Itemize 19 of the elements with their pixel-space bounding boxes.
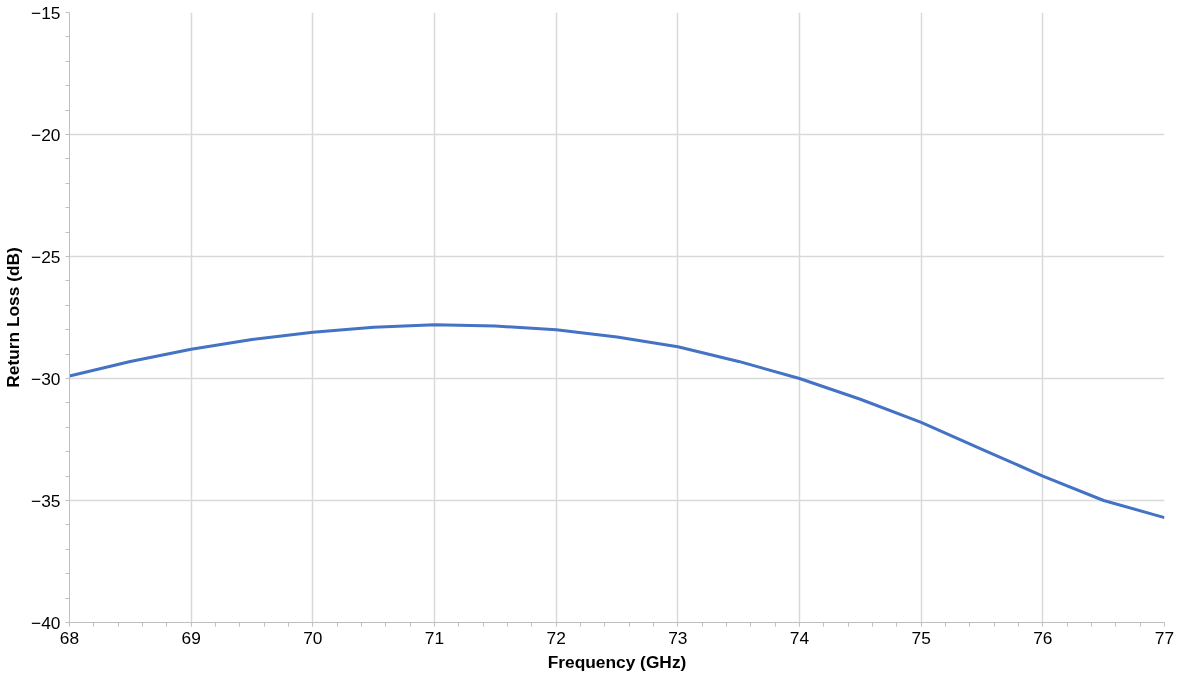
x-tick-label: 74 [789,627,810,648]
x-tick-label: 72 [546,627,566,648]
y-axis-title: Return Loss (dB) [3,247,24,388]
x-tick-label: 71 [424,627,445,648]
x-tick-label: 68 [59,627,80,648]
x-tick-label: 76 [1033,627,1053,648]
y-tick-label: −20 [31,124,61,145]
y-tick-label: −15 [31,2,61,23]
x-tick-label: 75 [911,627,931,648]
x-axis-title: Frequency (GHz) [547,651,687,672]
x-tick-label: 69 [181,627,201,648]
x-tick-label: 77 [1154,627,1175,648]
x-tick-label: 73 [668,627,688,648]
y-tick-label: −35 [31,490,61,511]
line-series [69,323,1165,520]
y-tick-label: −40 [31,612,61,633]
y-tick-label: −30 [31,368,61,389]
x-tick-label: 70 [303,627,323,648]
y-tick-label: −25 [31,246,61,267]
